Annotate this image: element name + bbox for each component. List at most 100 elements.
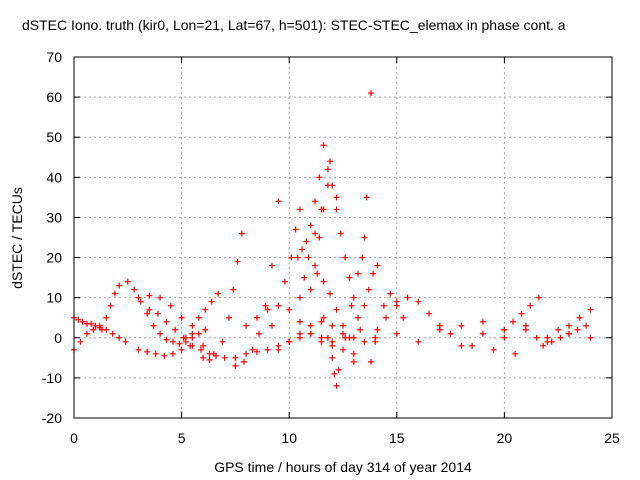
data-point <box>320 314 327 321</box>
data-point <box>146 306 153 313</box>
data-point <box>243 322 250 329</box>
data-point <box>518 310 525 317</box>
data-point <box>163 318 170 325</box>
data-point <box>103 314 110 321</box>
data-point <box>301 274 308 281</box>
data-point <box>329 182 336 189</box>
data-point <box>116 334 123 341</box>
data-point <box>264 306 271 313</box>
data-point <box>327 158 334 165</box>
y-tick-label: -10 <box>42 370 62 386</box>
data-point <box>314 270 321 277</box>
data-point <box>367 358 374 365</box>
data-point <box>372 334 379 341</box>
data-point <box>548 338 555 345</box>
data-point <box>88 320 95 327</box>
data-point <box>447 330 454 337</box>
data-point <box>312 198 319 205</box>
data-point <box>383 314 390 321</box>
data-point <box>350 350 357 357</box>
y-tick-label: 60 <box>46 89 62 105</box>
data-point <box>109 330 116 337</box>
y-axis-label: dSTEC / TECUs <box>9 187 25 289</box>
data-point <box>307 330 314 337</box>
data-point <box>316 174 323 181</box>
data-point <box>312 262 319 269</box>
data-point <box>479 318 486 325</box>
data-point <box>387 290 394 297</box>
y-tick-label: 0 <box>54 330 62 346</box>
y-tick-label: 20 <box>46 250 62 266</box>
data-point <box>262 302 269 309</box>
data-point <box>178 314 185 321</box>
data-point <box>253 348 260 355</box>
data-point <box>355 314 362 321</box>
data-point <box>555 326 562 333</box>
data-point <box>75 316 82 323</box>
data-point <box>540 342 547 349</box>
data-point <box>281 278 288 285</box>
data-point <box>264 346 271 353</box>
data-point <box>469 342 476 349</box>
data-point <box>365 286 372 293</box>
data-point <box>404 294 411 301</box>
data-point <box>286 306 293 313</box>
data-point <box>294 254 301 261</box>
data-point <box>303 238 310 245</box>
data-point <box>393 302 400 309</box>
data-point <box>169 350 176 357</box>
data-point <box>324 166 331 173</box>
data-point <box>350 358 357 365</box>
data-point <box>361 234 368 241</box>
data-points <box>71 90 594 389</box>
data-point <box>189 322 196 329</box>
data-point <box>234 258 241 265</box>
y-axis-ticks: -20 -10 0 10 20 30 40 50 60 70 <box>42 49 612 426</box>
y-tick-label: 30 <box>46 209 62 225</box>
data-point <box>333 382 340 389</box>
x-tick-label: 25 <box>604 430 620 446</box>
data-point <box>533 334 540 341</box>
data-point <box>275 198 282 205</box>
data-point <box>374 262 381 269</box>
data-point <box>544 334 551 341</box>
data-point <box>318 318 325 325</box>
x-tick-label: 5 <box>178 430 186 446</box>
data-point <box>576 314 583 321</box>
data-point <box>393 330 400 337</box>
data-point <box>307 222 314 229</box>
data-point <box>583 322 590 329</box>
data-point <box>305 254 312 261</box>
x-tick-label: 20 <box>497 430 513 446</box>
data-point <box>225 314 232 321</box>
data-point <box>157 330 164 337</box>
data-point <box>374 326 381 333</box>
data-point <box>355 270 362 277</box>
data-point <box>318 338 325 345</box>
data-point <box>357 326 364 333</box>
data-point <box>206 350 213 357</box>
data-point <box>340 346 346 353</box>
data-point <box>307 322 314 329</box>
data-point <box>307 286 314 293</box>
data-point <box>333 306 340 313</box>
data-point <box>195 314 202 321</box>
data-point <box>200 354 207 361</box>
data-point <box>316 234 323 241</box>
data-point <box>219 338 226 345</box>
data-point <box>268 262 275 269</box>
data-point <box>458 322 465 329</box>
data-point <box>324 334 331 341</box>
data-point <box>241 358 248 365</box>
data-point <box>124 278 131 285</box>
data-point <box>286 338 293 345</box>
data-point <box>200 342 207 349</box>
data-point <box>268 322 275 329</box>
data-point <box>367 90 374 97</box>
data-point <box>169 338 176 345</box>
data-point <box>565 330 572 337</box>
x-axis-ticks: 0 5 10 15 20 25 <box>70 57 620 446</box>
data-point <box>197 346 204 353</box>
data-point <box>335 366 342 373</box>
data-point <box>163 336 170 343</box>
